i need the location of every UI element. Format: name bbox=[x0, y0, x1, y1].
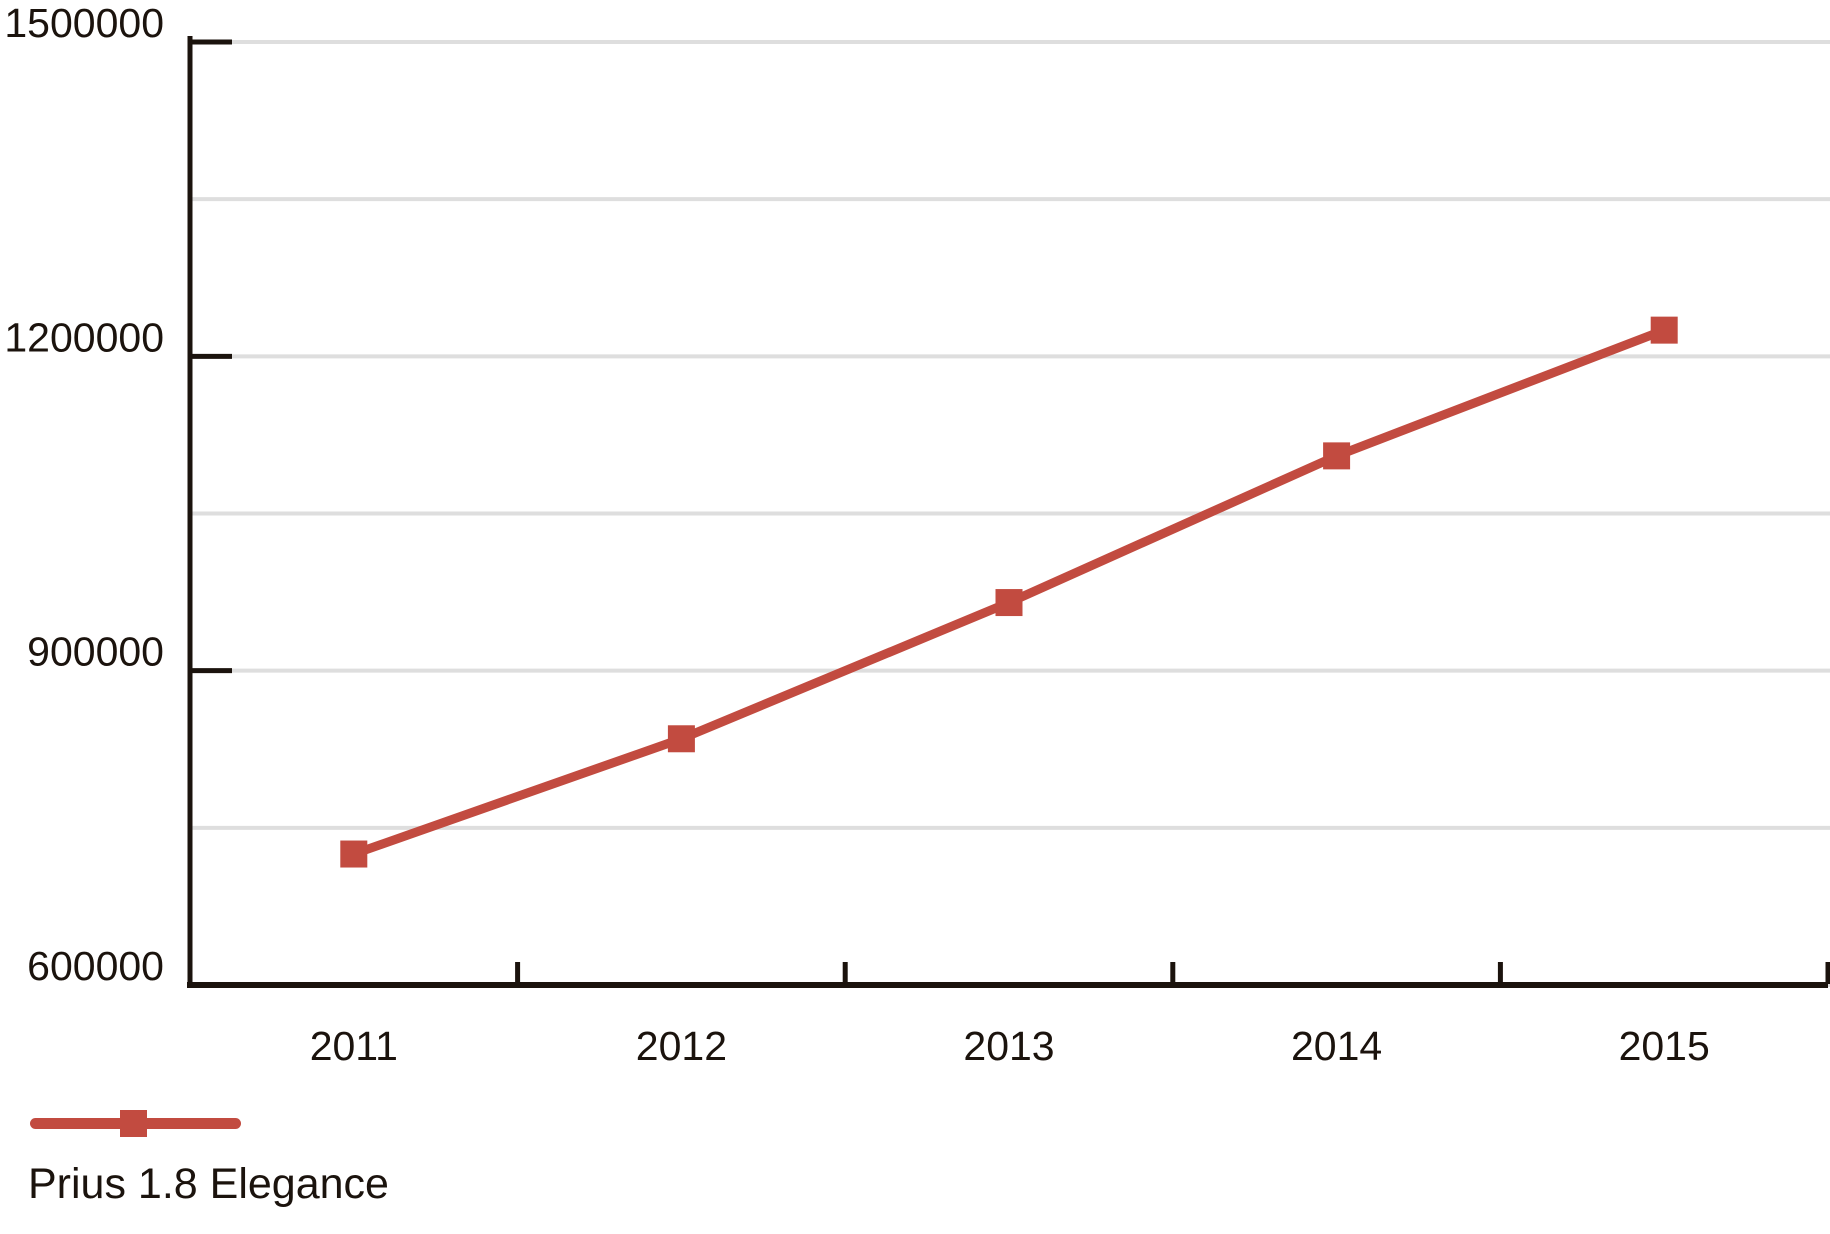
x-tick-label: 2011 bbox=[310, 1023, 398, 1069]
legend-series-marker-icon bbox=[120, 1110, 147, 1137]
legend-series-line-icon bbox=[30, 1110, 241, 1137]
x-tick-label: 2012 bbox=[636, 1023, 727, 1069]
y-tick-label: 600000 bbox=[27, 943, 164, 989]
y-tick-label: 1200000 bbox=[4, 314, 164, 360]
data-point-marker bbox=[995, 589, 1023, 617]
data-point-marker bbox=[1323, 442, 1351, 470]
y-tick-label: 1500000 bbox=[4, 0, 164, 46]
y-tick-label: 900000 bbox=[27, 629, 164, 675]
data-point-marker bbox=[667, 725, 695, 753]
data-point-marker bbox=[1650, 316, 1678, 344]
data-point-marker bbox=[340, 840, 368, 868]
x-tick-label: 2015 bbox=[1619, 1023, 1710, 1069]
x-tick-label: 2014 bbox=[1291, 1023, 1382, 1069]
x-tick-label: 2013 bbox=[963, 1023, 1054, 1069]
legend-label: Prius 1.8 Elegance bbox=[28, 1160, 389, 1208]
